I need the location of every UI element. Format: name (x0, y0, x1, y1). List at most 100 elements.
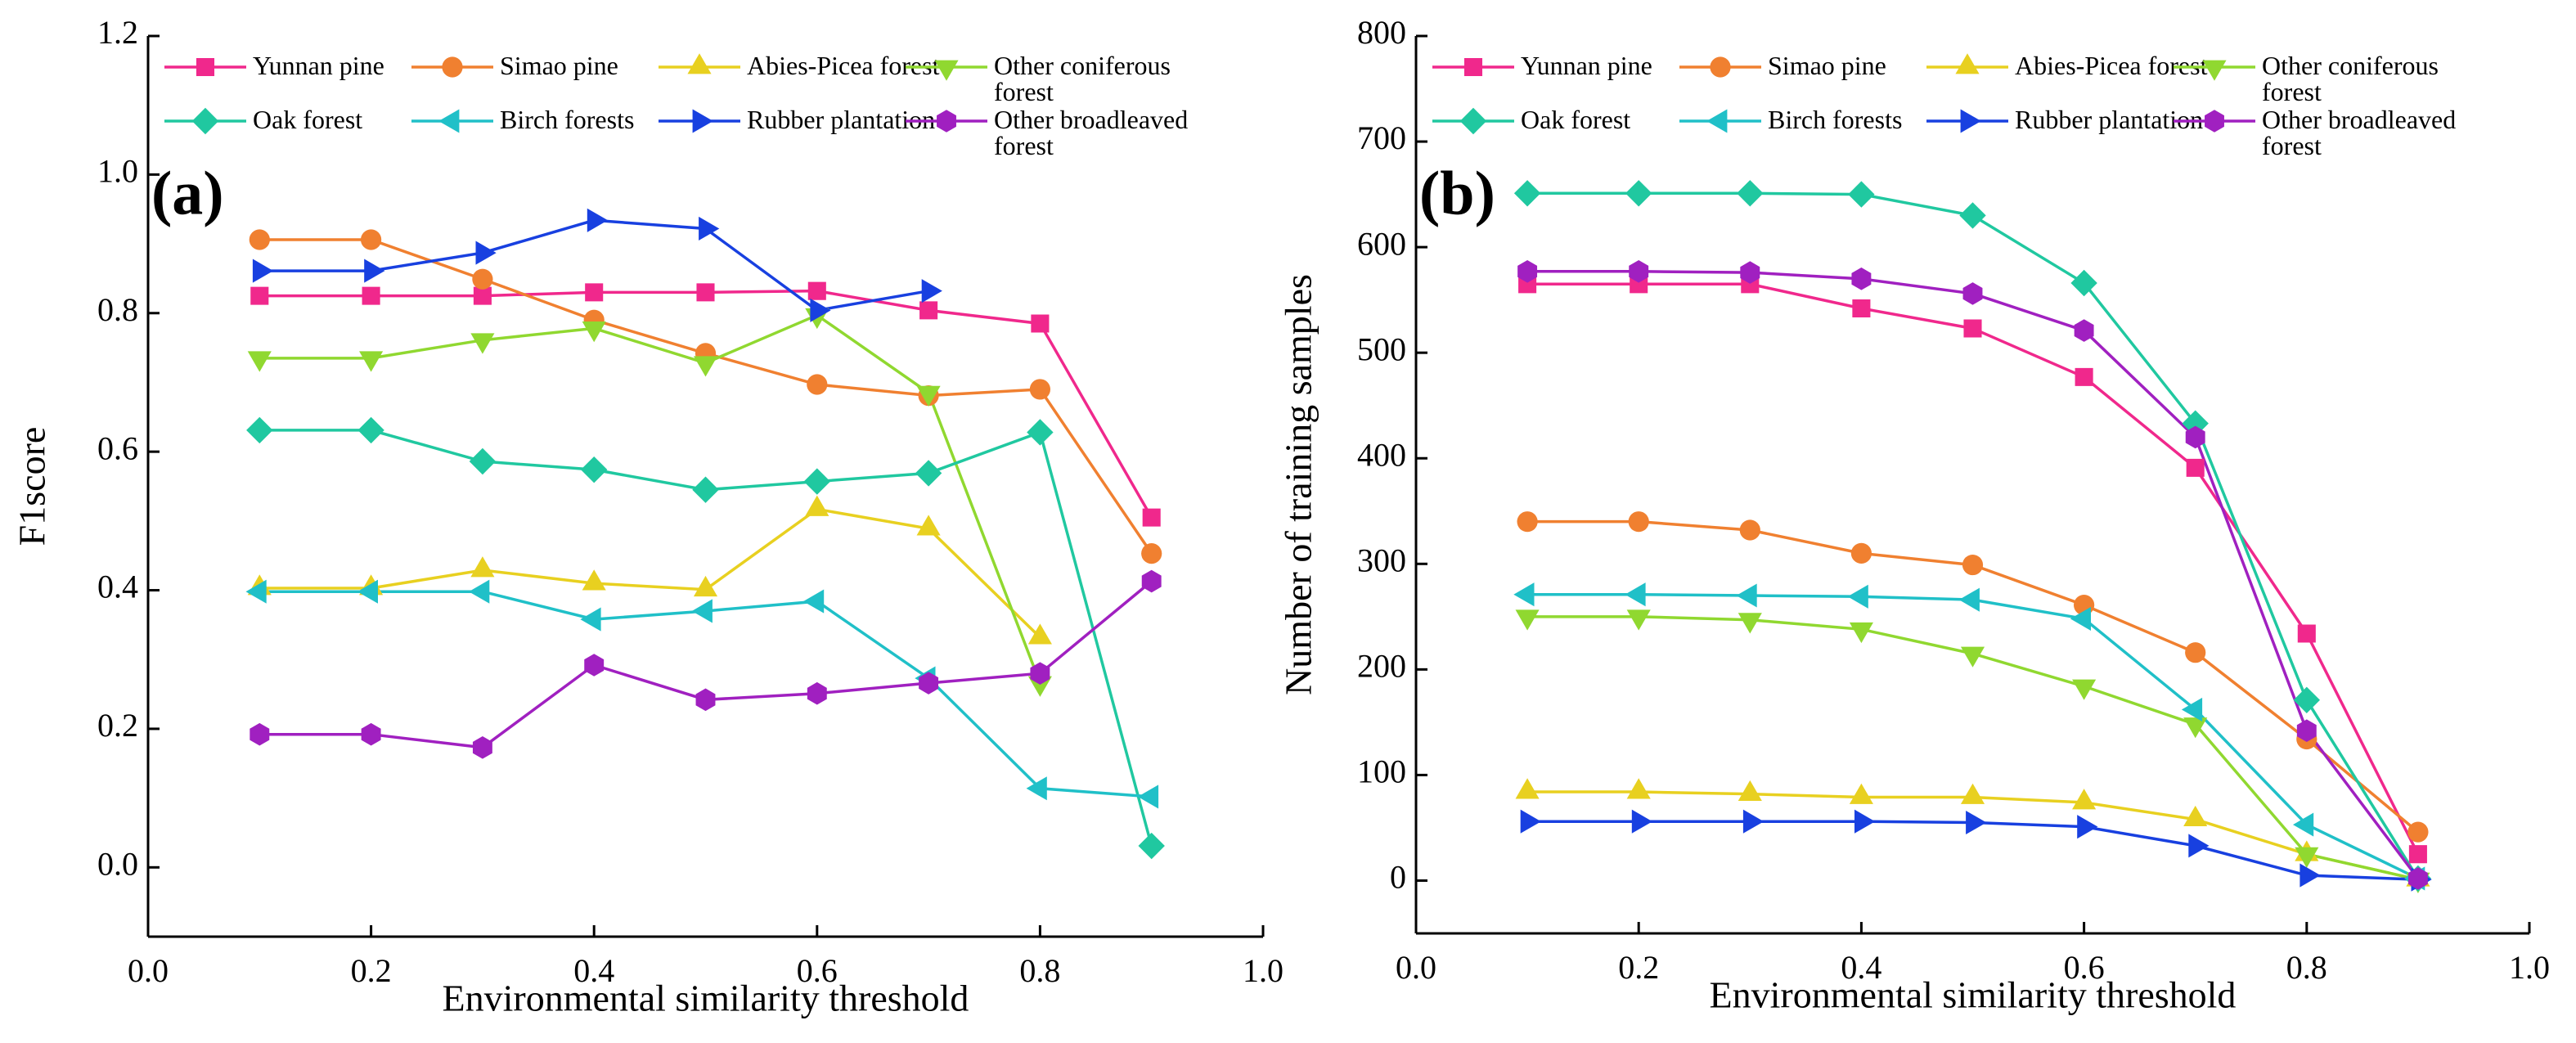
data-point (695, 688, 716, 712)
data-point (1962, 554, 1984, 576)
data-point (915, 460, 942, 487)
data-point (246, 416, 273, 444)
data-point (1626, 778, 1651, 799)
series-line (1527, 592, 2419, 880)
y-tick-label: 0.2 (97, 707, 138, 744)
data-point (1628, 511, 1649, 533)
data-point (1027, 623, 1052, 645)
y-tick-label: 0 (1390, 859, 1406, 896)
x-tick-label: 0.2 (1618, 949, 1659, 986)
data-point (469, 579, 490, 604)
data-point (2181, 697, 2203, 722)
data-point (580, 607, 601, 632)
legend-marker (1960, 109, 1981, 133)
data-point (361, 229, 382, 250)
data-point (916, 515, 941, 536)
data-point (1960, 783, 1985, 804)
legend-label: Birch forests (500, 106, 635, 134)
legend-label: Oak forest (1521, 106, 1631, 134)
legend-marker (937, 110, 956, 133)
legend-item: Other coniferous forest (994, 52, 1171, 105)
data-point (582, 569, 606, 591)
data-point (1959, 202, 1986, 229)
y-tick-label: 0.6 (97, 429, 138, 466)
data-point (2300, 863, 2321, 888)
data-point (1517, 260, 1538, 283)
legend-item: Oak forest (1521, 106, 1631, 134)
legend-label: Abies-Picea forest (2015, 52, 2208, 80)
data-point (1027, 676, 1052, 697)
y-tick-label: 1.0 (97, 153, 138, 190)
data-point (2295, 847, 2319, 869)
legend-marker (1459, 107, 1487, 135)
data-point (2293, 812, 2314, 837)
data-point (1029, 379, 1050, 400)
data-point (693, 356, 718, 377)
data-point (362, 286, 380, 305)
panel-label: (b) (1419, 159, 1495, 227)
data-point (252, 259, 274, 283)
data-point (803, 468, 830, 495)
data-point (475, 241, 497, 265)
y-tick-label: 500 (1357, 330, 1406, 367)
data-point (357, 416, 384, 444)
data-point (1625, 582, 1646, 607)
legend-item: Other coniferous forest (2262, 52, 2439, 105)
x-tick-label: 0.4 (1841, 949, 1881, 986)
legend-item: Yunnan pine (253, 52, 384, 80)
data-point (807, 281, 826, 300)
data-point (1138, 832, 1165, 860)
y-tick-label: 0.4 (97, 569, 138, 605)
legend-label: Rubber plantation (747, 106, 936, 134)
data-point (469, 447, 497, 475)
data-point (2075, 367, 2093, 386)
data-point (364, 259, 385, 283)
series-line (1527, 790, 2419, 881)
y-tick-label: 100 (1357, 753, 1406, 790)
x-axis-label: Environmental similarity threshold (443, 978, 969, 1019)
data-point (1850, 542, 1872, 564)
data-point (1848, 181, 1875, 208)
y-tick-label: 0.0 (97, 845, 138, 882)
data-point (2185, 642, 2206, 663)
legend-marker (934, 60, 959, 81)
data-point (1515, 778, 1540, 799)
data-point (2296, 719, 2317, 743)
legend-marker (2202, 60, 2227, 81)
legend-marker (196, 57, 215, 77)
y-axis-label: Number of training samples (1278, 274, 1319, 695)
legend-marker (442, 56, 463, 78)
data-point (1141, 569, 1162, 593)
x-tick-label: 0.8 (2286, 949, 2327, 986)
data-point (247, 351, 272, 372)
data-point (359, 351, 384, 372)
data-point (1963, 319, 1982, 338)
data-point (472, 735, 492, 759)
legend-label: Simao pine (1768, 52, 1886, 80)
data-point (1027, 419, 1054, 446)
legend-label: Abies-Picea forest (747, 52, 940, 80)
data-point (361, 722, 381, 746)
data-point (2407, 867, 2428, 890)
legend-marker (1710, 56, 1731, 78)
data-point (1737, 180, 1764, 207)
data-point (1849, 622, 1873, 644)
legend-label: Yunnan pine (1521, 52, 1652, 80)
legend-marker (2205, 110, 2224, 133)
data-point (1137, 784, 1159, 809)
legend-label: Yunnan pine (253, 52, 384, 80)
y-axis-label: F1score (11, 427, 53, 546)
data-point (470, 333, 495, 354)
data-point (2072, 789, 2097, 810)
data-point (699, 216, 720, 241)
data-point (1740, 261, 1760, 284)
data-point (2188, 834, 2210, 858)
legend-item: Simao pine (1768, 52, 1886, 80)
data-point (1517, 511, 1538, 533)
data-point (1031, 314, 1050, 333)
legend-marker (692, 109, 713, 133)
data-point (2072, 679, 2097, 700)
data-point (1626, 609, 1651, 631)
legend-item: Abies-Picea forest (747, 52, 940, 80)
